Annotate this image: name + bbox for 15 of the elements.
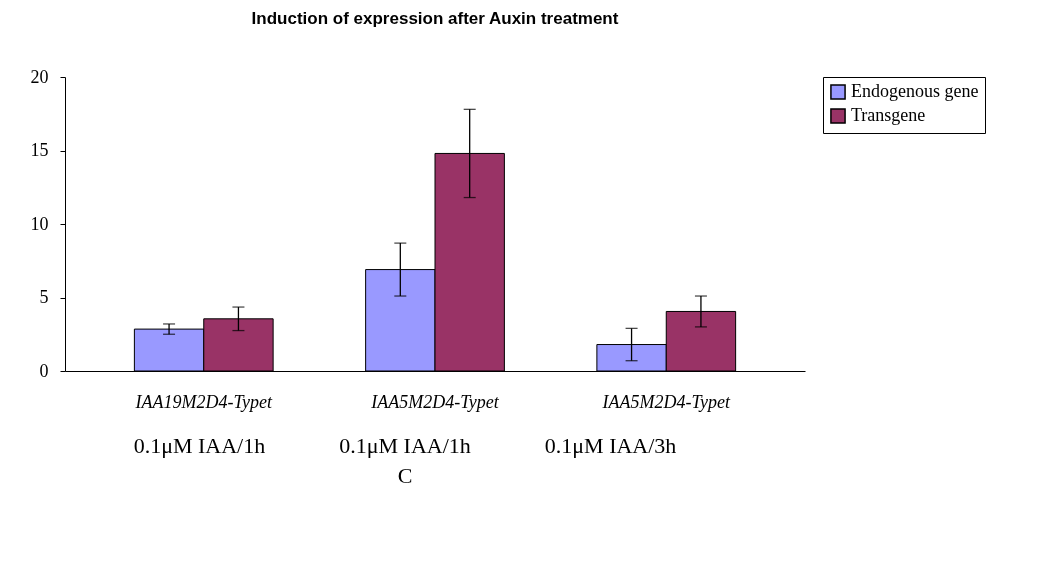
y-tick-label: 10 [30, 213, 49, 234]
legend-label: Transgene [851, 105, 926, 125]
text: 0.1μM IAA/1h [133, 433, 266, 458]
text: 0.1μM IAA/3h [544, 433, 677, 458]
text: 0.1μM IAA/1h [339, 433, 471, 458]
text: C [397, 463, 413, 488]
x-tick-label: IAA5M2D4-Typet [370, 391, 500, 412]
y-tick-label: 15 [30, 140, 49, 160]
x-tick-label: IAA19M2D4-Typet [134, 391, 274, 412]
chart-title: Induction of expression after Auxin treatment [251, 9, 619, 28]
y-tick-label: 5 [39, 287, 49, 307]
y-tick-label: 20 [30, 66, 49, 87]
x-tick-label: IAA5M2D4-Typet [601, 391, 732, 412]
legend-label: Endogenous gene [851, 81, 979, 101]
y-tick-label: 0 [39, 360, 49, 381]
